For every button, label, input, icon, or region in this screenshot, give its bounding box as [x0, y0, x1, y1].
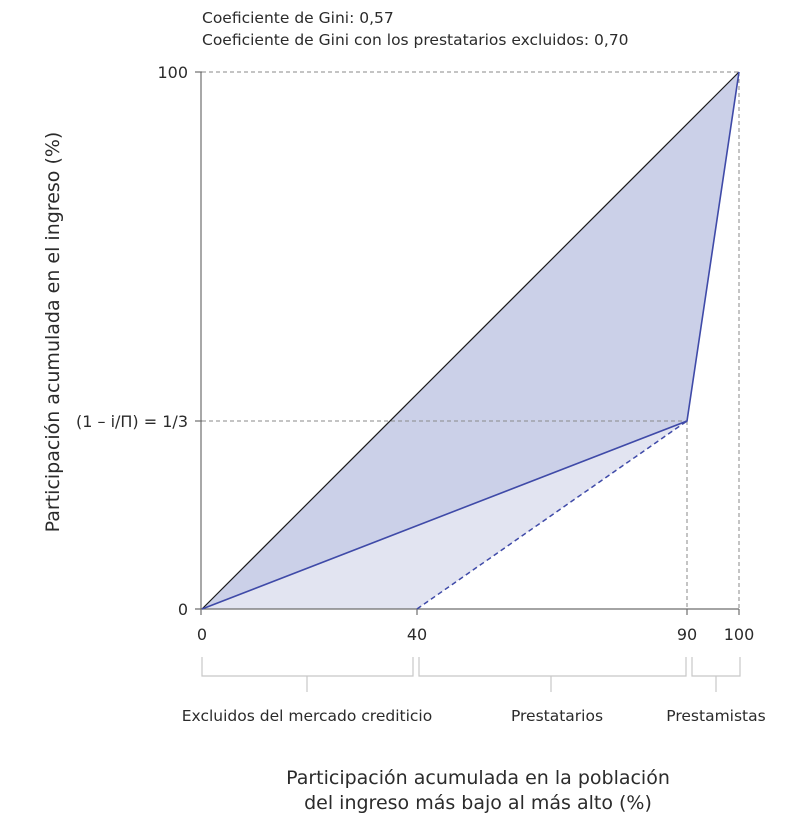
x-tick-label-100: 100	[724, 625, 755, 644]
lorenz-curve	[201, 71, 740, 610]
x-axis-title-line1: Participación acumulada en la población	[286, 767, 670, 789]
group-label-lenders: Prestamistas	[666, 707, 765, 725]
x-tick-label-40: 40	[407, 625, 427, 644]
bracket-lenders	[691, 657, 741, 692]
bracket-excluded	[201, 657, 414, 692]
lorenz-excluded-dashed	[416, 420, 688, 610]
equality-line	[201, 71, 740, 610]
x-tick-label-90: 90	[677, 625, 697, 644]
x-tick-label-0: 0	[197, 625, 207, 644]
x-axis-title-line2: del ingreso más bajo al más alto (%)	[304, 792, 652, 814]
group-label-excluded: Excluidos del mercado crediticio	[182, 707, 432, 725]
group-label-borrowers: Prestatarios	[511, 707, 603, 725]
gini-excluded-annotation: Coeficiente de Gini con los prestatarios…	[202, 31, 629, 49]
y-axis-title: Participación acumulada en el ingreso (%…	[42, 132, 64, 533]
gini-annotation: Coeficiente de Gini: 0,57	[202, 9, 394, 27]
bracket-borrowers	[418, 657, 687, 692]
y-tick-label-100: 100	[157, 63, 188, 82]
y-tick-label-third: (1 – i/Π) = 1/3	[76, 412, 188, 431]
y-tick-label-0: 0	[178, 600, 188, 619]
